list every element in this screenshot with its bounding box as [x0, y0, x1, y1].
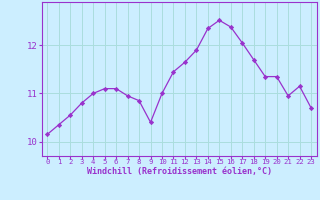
X-axis label: Windchill (Refroidissement éolien,°C): Windchill (Refroidissement éolien,°C) [87, 167, 272, 176]
